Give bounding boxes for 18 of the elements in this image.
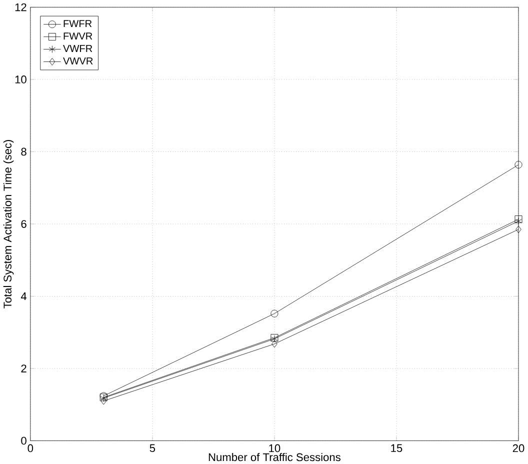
y-tick-label: 12 xyxy=(15,3,26,11)
y-tick-label: 6 xyxy=(21,220,26,228)
legend-label: VWFR xyxy=(63,44,92,52)
y-tick-label: 10 xyxy=(15,75,26,84)
legend-label: VWVR xyxy=(63,57,93,64)
x-tick-label: 10 xyxy=(269,444,280,452)
x-tick-label: 0 xyxy=(28,444,34,452)
x-tick-label: 5 xyxy=(150,444,156,452)
x-axis-title: Number of Traffic Sessions xyxy=(208,452,340,461)
y-tick-label: 0 xyxy=(21,436,26,444)
y-axis-title: Total System Activation Time (sec) xyxy=(3,140,14,308)
x-tick-label: 20 xyxy=(512,444,524,452)
y-tick-label: 8 xyxy=(21,148,26,156)
legend-label: FWFR xyxy=(64,20,92,27)
y-tick-label: 2 xyxy=(21,364,26,372)
y-tick-label: 4 xyxy=(20,292,27,300)
legend-label: FWVR xyxy=(64,32,92,40)
x-tick-label: 15 xyxy=(391,444,402,452)
